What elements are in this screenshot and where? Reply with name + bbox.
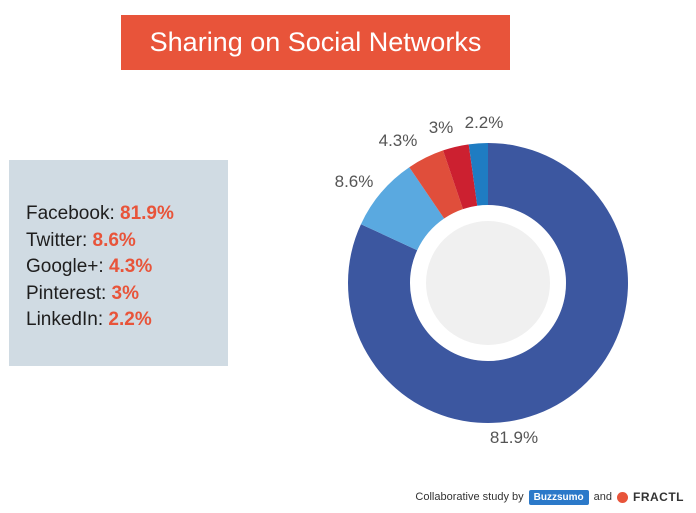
- legend-label: Facebook:: [26, 203, 115, 224]
- legend-value: 2.2%: [108, 309, 152, 330]
- chart-title: Sharing on Social Networks: [121, 15, 510, 70]
- donut-center: [426, 221, 550, 345]
- legend-value: 4.3%: [108, 256, 153, 277]
- legend-label: Twitter:: [26, 229, 88, 251]
- footer-joiner: and: [593, 491, 612, 503]
- legend-item-googleplus: Google+: 4.3%: [26, 254, 228, 281]
- slice-linkedin: [468, 143, 488, 206]
- legend-item-twitter: Twitter: 8.6%: [26, 228, 228, 255]
- legend-label: Pinterest:: [26, 282, 107, 304]
- slice-label-pinterest: 3%: [429, 118, 454, 137]
- footer-prefix: Collaborative study by: [415, 491, 524, 503]
- legend-value: 3%: [111, 282, 140, 304]
- legend-item-pinterest: Pinterest: 3%: [26, 281, 228, 308]
- slice-pinterest: [443, 144, 478, 210]
- slice-label-google: 4.3%: [379, 131, 418, 150]
- legend: Facebook: 81.9% Twitter: 8.6% Google+: 4…: [9, 160, 228, 366]
- fractl-logo: FRACTL: [633, 490, 684, 504]
- legend-label: Google+:: [26, 256, 104, 277]
- footer-credit: Collaborative study by Buzzsumo and FRAC…: [415, 487, 684, 507]
- slice-label-twitter: 8.6%: [335, 172, 374, 191]
- slice-facebook: [347, 143, 628, 423]
- slice-google: [409, 150, 463, 219]
- legend-item-linkedin: LinkedIn: 2.2%: [26, 307, 228, 334]
- slice-label-facebook: 81.9%: [490, 428, 538, 447]
- donut-inner-ring: [410, 205, 566, 361]
- fractl-logo-icon: [617, 491, 628, 503]
- buzzsumo-logo: Buzzsumo: [528, 489, 589, 505]
- legend-item-facebook: Facebook: 81.9%: [26, 201, 228, 228]
- legend-value: 8.6%: [92, 229, 136, 251]
- legend-value: 81.9%: [120, 203, 174, 224]
- legend-label: LinkedIn:: [26, 309, 104, 330]
- slice-twitter: [360, 167, 445, 251]
- slice-label-linkedin: 2.2%: [465, 113, 504, 132]
